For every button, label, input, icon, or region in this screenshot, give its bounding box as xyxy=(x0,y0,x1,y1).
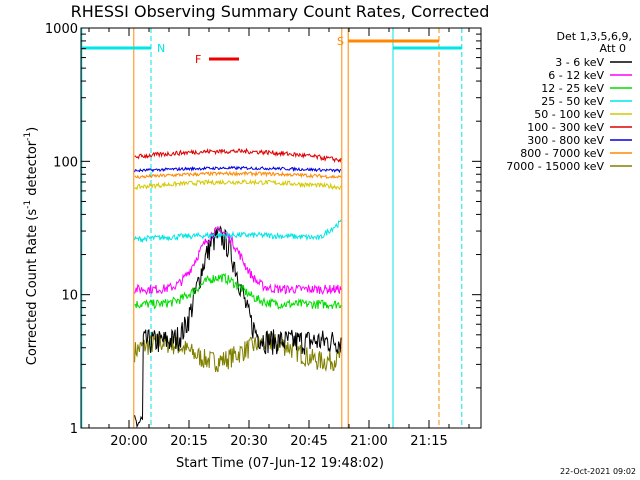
y-tick-label: 10 xyxy=(61,289,78,304)
legend-entry-label: 300 - 800 keV xyxy=(527,134,604,147)
series-line-black xyxy=(134,225,342,429)
x-tick-label: 21:00 xyxy=(350,434,387,449)
chart-title: RHESSI Observing Summary Count Rates, Co… xyxy=(71,2,490,21)
legend-entry-label: 100 - 300 keV xyxy=(527,121,604,134)
x-tick-label: 20:15 xyxy=(170,434,207,449)
legend-entry-label: 800 - 7000 keV xyxy=(520,147,604,160)
saa-label: S xyxy=(337,35,344,48)
x-tick-label: 21:15 xyxy=(410,434,447,449)
x-tick-label: 20:00 xyxy=(110,434,147,449)
y-axis-label: Corrected Count Rate (s-1 detector-1) xyxy=(23,127,40,365)
series-line-blue xyxy=(134,165,342,174)
series-line-cyan xyxy=(134,219,342,244)
flare-label: F xyxy=(195,53,201,66)
legend-entry-label: 50 - 100 keV xyxy=(534,108,604,121)
legend-header-line1: Det 1,3,5,6,9, xyxy=(556,30,632,43)
series-line-yellow xyxy=(134,178,342,191)
data-series-lines xyxy=(134,147,342,429)
x-tick-label: 20:45 xyxy=(290,434,327,449)
legend-entry-label: 6 - 12 keV xyxy=(548,69,604,82)
series-line-magenta xyxy=(134,225,342,296)
night-label: N xyxy=(157,42,165,55)
series-line-red xyxy=(134,147,342,164)
legend-header-line2: Att 0 xyxy=(600,42,626,55)
footer-date: 22-Oct-2021 09:02 xyxy=(560,467,636,476)
x-tick-label: 20:30 xyxy=(230,434,267,449)
series-line-orange xyxy=(134,170,342,180)
plot-frame xyxy=(80,27,482,429)
legend-entry-label: 25 - 50 keV xyxy=(541,95,604,108)
svg-text:Corrected Count Rate (s-1 dete: Corrected Count Rate (s-1 detector-1) xyxy=(23,127,40,365)
series-line-green xyxy=(134,272,342,310)
plot-axes: 20:00 20:15 20:30 20:45 21:00 21:15 1 10 100 1000 xyxy=(45,22,482,449)
time-band-lines: N F S xyxy=(81,28,463,428)
legend-entry-label: 12 - 25 keV xyxy=(541,82,604,95)
y-tick-label: 100 xyxy=(53,155,78,170)
x-axis-label: Start Time (07-Jun-12 19:48:02) xyxy=(176,456,384,471)
legend-entry-label: 3 - 6 keV xyxy=(555,56,604,69)
y-tick-label: 1000 xyxy=(45,22,78,37)
legend-entry-label: 7000 - 15000 keV xyxy=(506,160,604,173)
y-tick-label: 1 xyxy=(70,422,78,437)
